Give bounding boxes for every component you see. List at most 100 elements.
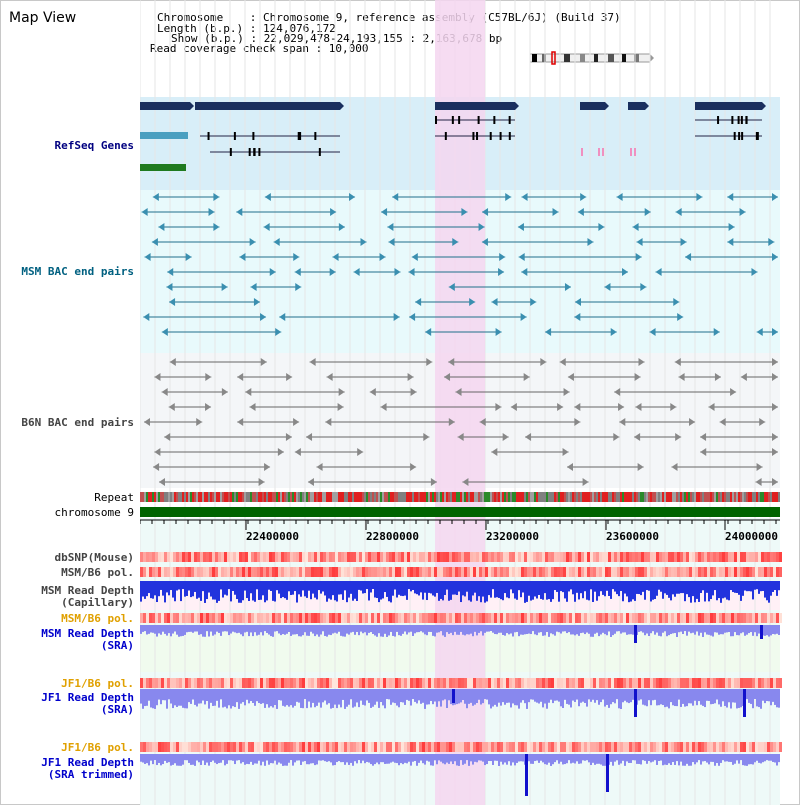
track-label-jf1-depth-trim-1[interactable]: JF1 Read Depth xyxy=(41,756,134,769)
repeat-segment xyxy=(394,492,396,502)
repeat-segment xyxy=(710,492,712,502)
jf1-trimmed-depth-bar xyxy=(476,754,478,763)
capillary-depth-bar xyxy=(474,581,476,593)
jf1-b6-pol-cell xyxy=(305,678,308,688)
jf1-b6-pol-cell xyxy=(590,678,593,688)
dbsnp-heat-cell xyxy=(293,552,296,562)
msm-sra-depth-bar xyxy=(582,625,584,633)
repeat-segment xyxy=(604,492,606,502)
jf1-trimmed-depth-bar xyxy=(228,754,230,761)
dbsnp-heat-cell xyxy=(758,552,761,562)
jf1-sra-depth-bar xyxy=(238,689,240,709)
track-label-msm-depth-sra-1[interactable]: MSM Read Depth xyxy=(41,627,134,640)
jf1-sra-depth-bar xyxy=(372,689,374,707)
repeat-segment xyxy=(256,492,258,502)
msm-b6-pol-cell xyxy=(557,613,560,623)
msm-sra-depth-bar xyxy=(160,625,162,635)
track-label-dbsnp[interactable]: dbSNP(Mouse) xyxy=(54,551,134,564)
end-arrow xyxy=(530,298,537,306)
msm-sra-depth-bar xyxy=(286,625,288,634)
end-arrow xyxy=(236,208,243,216)
jf1-b6-pol-cell xyxy=(491,678,494,688)
jf1-trimmed-depth-bar xyxy=(496,754,498,761)
capillary-depth-bar xyxy=(734,581,736,593)
jf1-sra-depth-bar xyxy=(416,689,418,704)
dbsnp-heat-cell xyxy=(698,552,701,562)
jf1-sra-depth-bar xyxy=(756,689,758,707)
msm-b6-pol-cell xyxy=(308,613,311,623)
msm-sra-depth-bar xyxy=(492,625,494,633)
msm-b6-pol-cell xyxy=(512,613,515,623)
end-arrow xyxy=(740,373,747,381)
msm-b6-pol-cell xyxy=(311,613,314,623)
msm-b6-pol-cell xyxy=(722,613,725,623)
jf1-sra-depth-bar xyxy=(160,689,162,705)
msm-b6-pol-cell xyxy=(296,567,299,577)
track-label-msm-depth-cap-1[interactable]: MSM Read Depth xyxy=(41,584,134,597)
jf1-trimmed-depth-bar xyxy=(640,754,642,765)
jf1-b6-pol-cell xyxy=(281,742,284,752)
repeat-segment xyxy=(346,492,348,502)
track-label-msm-b6-pol-1[interactable]: MSM/B6 pol. xyxy=(61,566,134,579)
jf1-b6-pol-cell xyxy=(317,742,320,752)
track-label-jf1-depth-sra-1[interactable]: JF1 Read Depth xyxy=(41,691,134,704)
msm-b6-pol-cell xyxy=(269,613,272,623)
msm-sra-depth-bar xyxy=(346,625,348,634)
track-label-msm-b6-pol-2[interactable]: MSM/B6 pol. xyxy=(61,612,134,625)
jf1-sra-depth-bar xyxy=(628,689,630,704)
msm-b6-pol-cell xyxy=(689,613,692,623)
track-label-repeat[interactable]: Repeat xyxy=(94,491,134,504)
track-label-b6n-bac[interactable]: B6N BAC end pairs xyxy=(21,416,134,429)
repeat-segment xyxy=(730,492,732,502)
msm-b6-pol-cell xyxy=(488,567,491,577)
dbsnp-heat-cell xyxy=(356,552,359,562)
jf1-b6-pol-cell xyxy=(527,678,530,688)
jf1-sra-depth-bar xyxy=(430,689,432,701)
capillary-depth-bar xyxy=(562,581,564,593)
jf1-trimmed-depth-bar xyxy=(482,754,484,762)
jf1-b6-pol-cell xyxy=(662,742,665,752)
jf1-sra-depth-bar xyxy=(688,689,690,704)
repeat-segment xyxy=(612,492,614,502)
repeat-segment xyxy=(666,492,668,502)
jf1-b6-pol-cell xyxy=(713,678,716,688)
msm-b6-pol-cell xyxy=(491,567,494,577)
dbsnp-heat-cell xyxy=(164,552,167,562)
capillary-depth-bar xyxy=(240,581,242,603)
jf1-sra-depth-bar xyxy=(456,689,458,705)
capillary-depth-bar xyxy=(204,581,206,603)
jf1-b6-pol-cell xyxy=(515,742,518,752)
jf1-sra-depth-bar xyxy=(304,689,306,700)
capillary-depth-bar xyxy=(594,581,596,592)
track-label-refseq-genes[interactable]: RefSeq Genes xyxy=(54,139,134,152)
track-label-jf1-b6-pol-1[interactable]: JF1/B6 pol. xyxy=(61,677,134,690)
capillary-depth-bar xyxy=(444,581,446,596)
msm-sra-depth-bar xyxy=(580,625,582,634)
track-label-msm-bac[interactable]: MSM BAC end pairs xyxy=(21,265,134,278)
repeat-segment xyxy=(260,492,262,502)
capillary-depth-bar xyxy=(352,581,354,601)
genome-browser-plot[interactable] xyxy=(140,0,782,805)
msm-sra-depth-bar xyxy=(686,625,688,636)
repeat-segment xyxy=(168,492,170,502)
jf1-trimmed-depth-bar xyxy=(176,754,178,766)
jf1-trimmed-depth-bar xyxy=(754,754,756,763)
jf1-sra-depth-bar xyxy=(482,689,484,704)
msm-sra-depth-bar xyxy=(556,625,558,632)
msm-sra-depth-bar xyxy=(446,625,448,633)
repeat-segment xyxy=(316,492,318,502)
msm-b6-pol-cell xyxy=(605,567,608,577)
dbsnp-heat-cell xyxy=(398,552,401,562)
jf1-b6-pol-cell xyxy=(425,742,428,752)
jf1-sra-depth-bar xyxy=(650,689,652,706)
end-arrow xyxy=(277,448,284,456)
msm-b6-pol-cell xyxy=(470,613,473,623)
track-label-jf1-b6-pol-2[interactable]: JF1/B6 pol. xyxy=(61,741,134,754)
end-arrow xyxy=(387,223,394,231)
jf1-trimmed-depth-bar xyxy=(714,754,716,766)
jf1-b6-pol-cell xyxy=(176,678,179,688)
dbsnp-heat-cell xyxy=(527,552,530,562)
jf1-b6-pol-cell xyxy=(230,742,233,752)
msm-b6-pol-cell xyxy=(263,613,266,623)
jf1-b6-pol-cell xyxy=(344,742,347,752)
